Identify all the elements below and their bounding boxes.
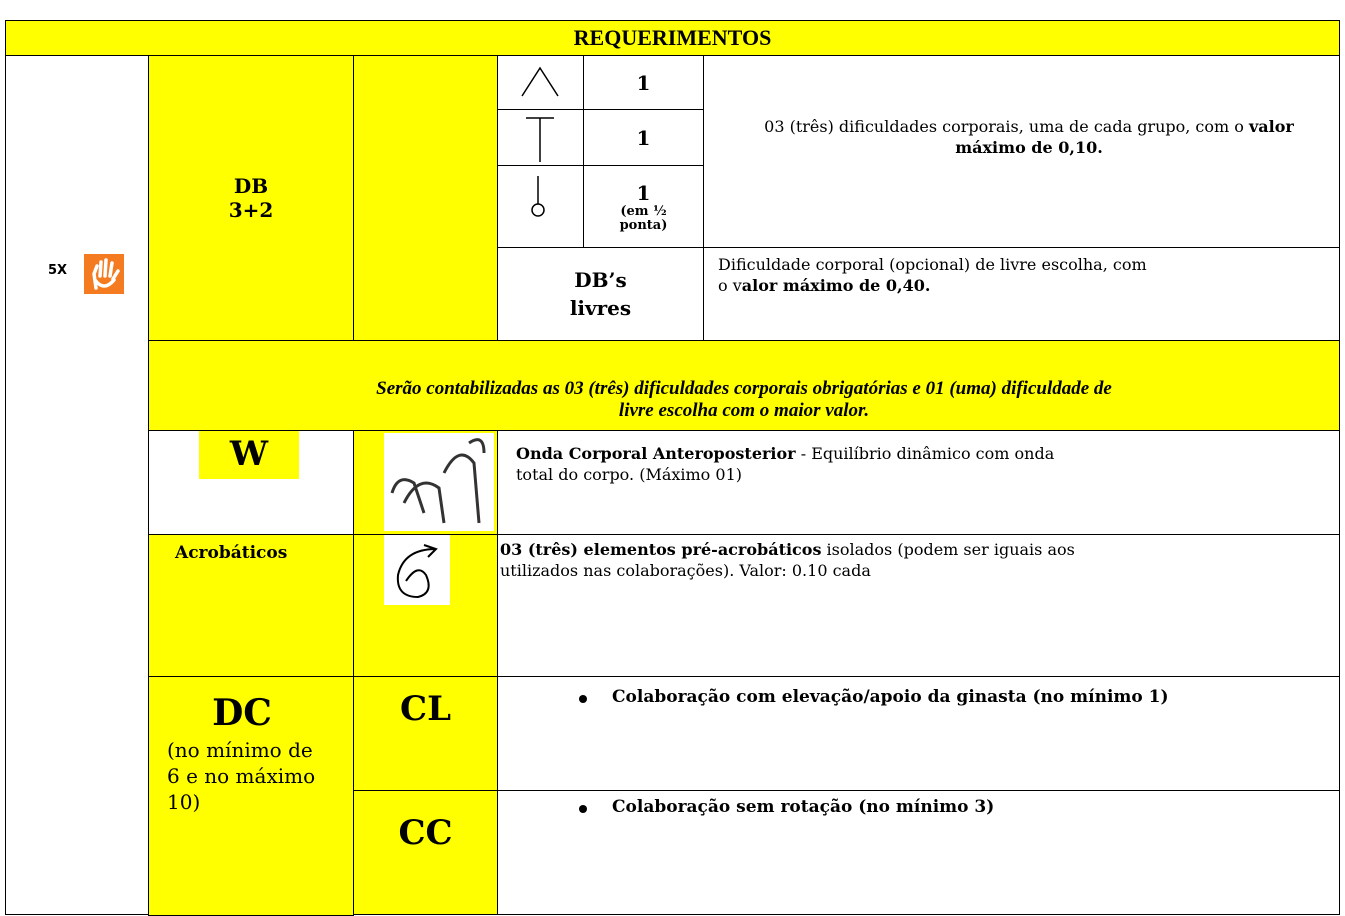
note: Serão contabilizadas as 03 (três) dificu… <box>376 377 1112 421</box>
t-icon <box>526 117 554 162</box>
icon-cell <box>497 55 584 110</box>
acro-label: Acrobáticos <box>175 543 288 563</box>
note-cell: Serão contabilizadas as 03 (três) dificu… <box>148 340 1340 431</box>
cl-label: CL <box>400 689 451 729</box>
free-label: DB’s livres <box>569 268 632 320</box>
groups-text-cell: 03 (três) dificuldades corporais, uma de… <box>703 55 1340 248</box>
db-empty <box>353 55 498 341</box>
title: REQUERIMENTOS <box>573 25 772 50</box>
db-cell: DB 3+2 <box>148 55 354 341</box>
multiplier-cell: 5X <box>5 55 149 915</box>
dc-cell: DC (no mínimo de 6 e no máximo 10) <box>148 676 354 916</box>
acro-text-cell: 03 (três) elementos pré-acrobáticos isol… <box>497 534 1340 677</box>
cc-cell: CC <box>353 790 498 915</box>
dc-note: (no mínimo de 6 e no máximo 10) <box>167 738 316 814</box>
w-cell: W <box>148 430 354 535</box>
group-value: 1 <box>636 70 651 95</box>
spiral-icon <box>384 535 450 605</box>
group-value-cell: 1 (em ½ ponta) <box>583 165 704 248</box>
cc-label: CC <box>398 813 453 853</box>
group-value-cell: 1 <box>583 55 704 110</box>
icon-cell <box>497 109 584 166</box>
free-text-cell: Dificuldade corporal (opcional) de livre… <box>703 247 1340 341</box>
wave-icon <box>521 66 559 97</box>
dc-label: DC <box>212 692 272 734</box>
icon-cell <box>497 165 584 248</box>
cc-text: Colaboração sem rotação (no mínimo 3) <box>612 797 995 817</box>
w-image-cell <box>353 430 498 535</box>
text-bold: alor máximo de 0,40. <box>741 276 931 295</box>
group-value: 1 <box>636 180 651 205</box>
bullet <box>579 695 587 703</box>
text-bold: 03 (três) elementos pré-acrobáticos <box>500 540 822 559</box>
free-label-cell: DB’s livres <box>497 247 704 341</box>
text: - Equilíbrio dinâmico com onda total do … <box>516 444 1055 484</box>
header: REQUERIMENTOS <box>5 20 1340 56</box>
text-bold: Onda Corporal Anteroposterior <box>516 444 796 463</box>
multiplier: 5X <box>48 263 68 278</box>
group-note: (em ½ ponta) <box>619 203 668 233</box>
db-label: DB <box>233 174 269 198</box>
cc-text-cell: Colaboração sem rotação (no mínimo 3) <box>497 790 1340 915</box>
ring-icon <box>531 176 545 217</box>
acro-image-cell <box>353 534 498 677</box>
text: isolados (podem ser iguais aos utilizado… <box>500 540 1075 580</box>
w-label: W <box>199 431 299 479</box>
text: Dificuldade corporal (opcional) de livre… <box>718 255 1147 295</box>
hand-icon <box>84 254 124 294</box>
group-value: 1 <box>636 125 651 150</box>
wave-figure <box>384 433 494 531</box>
w-text-cell: Onda Corporal Anteroposterior - Equilíbr… <box>497 430 1340 535</box>
bullet <box>579 805 587 813</box>
cl-cell: CL <box>353 676 498 791</box>
cl-text-cell: Colaboração com elevação/apoio da ginast… <box>497 676 1340 791</box>
text: 03 (três) dificuldades corporais, uma de… <box>764 117 1249 136</box>
group-value-cell: 1 <box>583 109 704 166</box>
cl-text: Colaboração com elevação/apoio da ginast… <box>612 687 1169 707</box>
db-count: 3+2 <box>228 198 274 222</box>
acro-cell: Acrobáticos <box>148 534 354 677</box>
text-bold: valor máximo de 0,10. <box>955 117 1294 157</box>
